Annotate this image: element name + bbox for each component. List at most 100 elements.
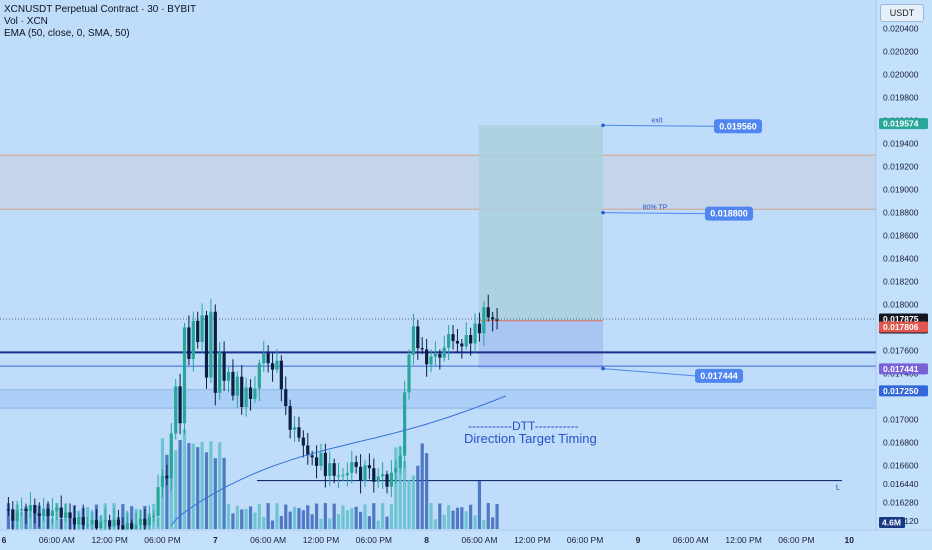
- volume-bar: [429, 503, 433, 529]
- candle-body: [15, 510, 19, 521]
- currency-button[interactable]: USDT: [880, 4, 924, 22]
- x-tick-label: 12:00 PM: [91, 535, 127, 545]
- candle-body: [455, 340, 460, 344]
- y-tick-label: 0.019000: [883, 185, 919, 195]
- candle-body: [121, 525, 125, 530]
- volume-value-label: [879, 517, 905, 528]
- candle-body: [482, 307, 486, 334]
- candle-body: [226, 371, 231, 381]
- volume-bar: [433, 519, 438, 529]
- volume-bar: [469, 504, 473, 529]
- candle-body: [244, 387, 248, 407]
- candle-body: [451, 334, 455, 341]
- x-tick-label: 06:00 AM: [461, 535, 497, 545]
- volume-bar: [279, 515, 283, 529]
- candle-body: [394, 467, 398, 473]
- candle-body: [358, 466, 363, 481]
- y-tick-label: 0.019800: [883, 93, 919, 103]
- volume-bar: [332, 503, 336, 529]
- candle-body: [235, 376, 239, 396]
- volume-value-text: 4.6M: [882, 518, 901, 528]
- volume-bar: [407, 480, 411, 529]
- candle-body: [11, 509, 15, 521]
- volume-bar: [367, 516, 371, 529]
- volume-bar: [464, 511, 468, 529]
- x-tick-label: 06:00 AM: [39, 535, 75, 545]
- y-tick-label: 0.017600: [883, 346, 919, 356]
- candle-body: [336, 475, 341, 477]
- volume-bar: [389, 504, 394, 529]
- line-marker-label: L: [836, 485, 840, 492]
- volume-bar: [42, 513, 46, 529]
- volume-bar: [403, 461, 407, 529]
- candle-body: [42, 508, 46, 516]
- candle-body: [460, 343, 464, 347]
- candle-body: [385, 474, 389, 487]
- candle-body: [398, 455, 402, 468]
- y-tick-label: 0.018000: [883, 300, 919, 310]
- candle-body: [473, 323, 477, 344]
- y-tick-label: 0.016440: [883, 479, 919, 489]
- candle-body: [469, 335, 473, 344]
- x-tick-label: 06:00 AM: [250, 535, 286, 545]
- candle-body: [477, 323, 482, 334]
- candle-body: [301, 437, 305, 446]
- candle-body: [130, 523, 134, 530]
- candle-body: [354, 462, 358, 467]
- candle-body: [319, 452, 323, 466]
- candle-body: [438, 353, 442, 358]
- level-dot: [601, 366, 605, 371]
- volume-bar: [244, 508, 248, 529]
- exit-annotation: exit: [652, 117, 663, 124]
- price-label-purple: [879, 363, 928, 375]
- candle-body: [72, 517, 77, 525]
- candle-body: [491, 317, 495, 320]
- volume-bar: [257, 504, 261, 529]
- candle-body: [306, 445, 310, 456]
- price-label-green: [879, 118, 928, 130]
- y-tick-label: 0.017000: [883, 415, 919, 425]
- volume-bar: [297, 508, 301, 529]
- volume-bar: [319, 518, 323, 529]
- zone-upper: [0, 155, 876, 210]
- chart-legend: XCNUSDT Perpetual Contract · 30 · BYBIT …: [4, 4, 196, 40]
- candle-body: [37, 513, 41, 516]
- candle-body: [416, 326, 420, 349]
- candle-body: [389, 472, 394, 487]
- volume-bar: [222, 457, 226, 529]
- volume-bar: [306, 505, 310, 529]
- stop-zone: [478, 320, 603, 369]
- dtt-subtitle: Direction Target Timing: [464, 431, 597, 446]
- candle-body: [112, 519, 116, 527]
- volume-legend: Vol · XCN: [4, 16, 48, 27]
- volume-bar: [20, 512, 24, 529]
- candle-body: [266, 353, 270, 364]
- volume-bar: [442, 514, 446, 529]
- candle-body: [323, 452, 327, 476]
- volume-bar: [363, 504, 367, 529]
- candle-body: [332, 463, 336, 476]
- volume-bar: [262, 516, 266, 529]
- candle-body: [64, 512, 68, 518]
- candle-body: [68, 512, 72, 518]
- volume-bar: [354, 506, 358, 529]
- candle-body: [420, 348, 424, 350]
- candle-body: [196, 320, 200, 343]
- volume-bar: [204, 452, 209, 529]
- candle-body: [28, 504, 33, 512]
- candle-body: [218, 352, 222, 393]
- x-tick-label: 10: [845, 535, 855, 545]
- candle-body: [411, 326, 416, 355]
- volume-bar: [420, 443, 424, 529]
- volume-bar: [350, 508, 354, 529]
- y-tick-label: 0.019400: [883, 139, 919, 149]
- x-tick-label: 12:00 PM: [514, 535, 550, 545]
- candle-body: [257, 363, 261, 389]
- volume-bar: [473, 515, 477, 529]
- volume-bar: [491, 517, 495, 529]
- candle-body: [81, 517, 85, 525]
- volume-bar: [381, 503, 385, 529]
- volume-bar: [455, 507, 460, 529]
